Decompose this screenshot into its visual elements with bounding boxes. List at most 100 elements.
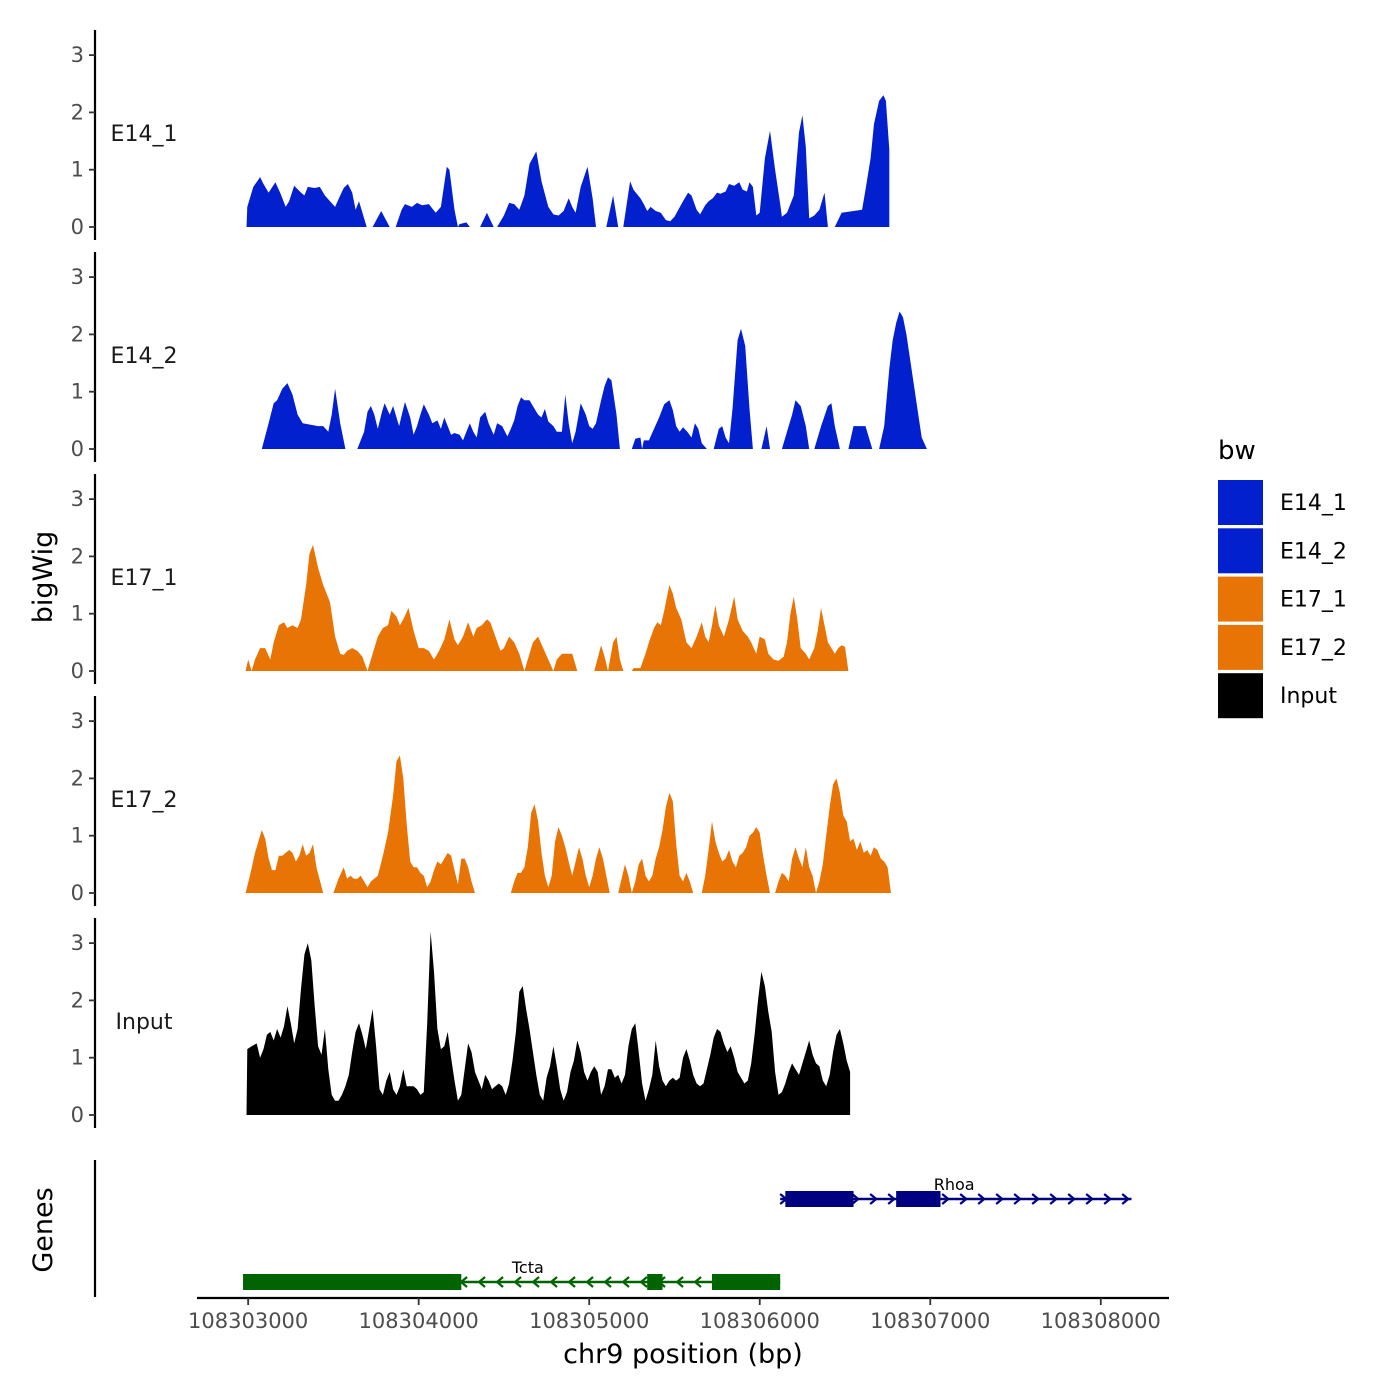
y-tick-label: 1: [71, 380, 84, 404]
signal-area: [357, 377, 620, 449]
y-tick-label: 2: [71, 322, 84, 346]
signal-area: [618, 792, 694, 893]
legend-label: Input: [1280, 684, 1337, 709]
gene-Tcta: Tcta: [243, 1258, 781, 1290]
strand-arrow: [1067, 1193, 1076, 1205]
y-tick-label: 3: [71, 43, 84, 67]
legend-title: bw: [1218, 436, 1256, 466]
track-label: E17_2: [111, 788, 178, 813]
legend-label: E14_2: [1280, 539, 1347, 564]
signal-area: [246, 177, 367, 227]
legend: bw E14_1 E14_2 E17_1 E17_2 Input: [1218, 436, 1347, 719]
strand-arrow: [693, 1276, 702, 1288]
y-tick-label: 2: [71, 766, 84, 790]
x-tick-label: 108305000: [529, 1309, 649, 1333]
strand-arrow: [1103, 1193, 1112, 1205]
track-E17_1: 0 1 2 3 E17_1: [71, 474, 849, 684]
strand-arrow: [621, 1276, 630, 1288]
legend-item: E14_2: [1218, 528, 1347, 574]
signal-area: [497, 151, 596, 227]
gene-label: Tcta: [511, 1258, 544, 1277]
signal-area: [333, 755, 475, 893]
legend-item: E14_1: [1218, 480, 1347, 525]
legend-swatch: [1218, 576, 1263, 622]
track-label: E17_1: [111, 566, 178, 591]
legend-item: E17_1: [1218, 576, 1347, 622]
x-tick-label: 108307000: [870, 1309, 990, 1333]
gene-Rhoa: Rhoa: [779, 1175, 1132, 1207]
gene-exon: [243, 1274, 462, 1290]
legend-swatch: [1218, 480, 1263, 525]
legend-label: E14_1: [1280, 491, 1347, 516]
strand-arrow: [549, 1276, 558, 1288]
strand-arrow: [869, 1193, 878, 1205]
signal-area: [395, 166, 470, 227]
y-tick-label: 0: [71, 881, 84, 905]
signal-area: [623, 115, 828, 227]
signal-area: [245, 830, 324, 893]
strand-arrow: [977, 1193, 986, 1205]
gene-exon: [785, 1191, 854, 1207]
signal-area: [510, 804, 610, 893]
legend-item: Input: [1218, 673, 1337, 719]
track-E17_2: 0 1 2 3 E17_2: [71, 696, 891, 906]
signal-area: [631, 400, 707, 449]
x-tick-label: 108308000: [1041, 1309, 1161, 1333]
track-Input: 0 1 2 3 Input: [71, 918, 851, 1128]
strand-arrow: [531, 1276, 540, 1288]
y-tick-label: 1: [71, 158, 84, 182]
strand-arrow: [603, 1276, 612, 1288]
y-tick-label: 2: [71, 100, 84, 124]
strand-arrow: [887, 1193, 896, 1205]
track-label: E14_2: [111, 344, 178, 369]
legend-item: E17_2: [1218, 624, 1347, 670]
strand-arrow: [1085, 1193, 1094, 1205]
y-tick-label: 1: [71, 824, 84, 848]
y-tick-label: 0: [71, 1103, 84, 1127]
strand-arrow: [851, 1193, 860, 1205]
legend-swatch: [1218, 673, 1263, 719]
x-tick-label: 108304000: [359, 1309, 479, 1333]
y-tick-label: 0: [71, 659, 84, 683]
strand-arrow: [495, 1276, 504, 1288]
y-tick-label: 2: [71, 988, 84, 1012]
x-tick-label: 108303000: [188, 1309, 308, 1333]
strand-arrow: [585, 1276, 594, 1288]
strand-arrow: [1013, 1193, 1022, 1205]
signal-area: [594, 636, 624, 671]
legend-swatch: [1218, 624, 1263, 670]
strand-arrow: [567, 1276, 576, 1288]
y-tick-label: 1: [71, 1046, 84, 1070]
x-axis: 108303000 108304000 108305000 108306000 1083…: [188, 1296, 1169, 1333]
gene-track: Rhoa Tcta: [93, 1160, 1132, 1297]
y-tick-label: 2: [71, 544, 84, 568]
y-tick-label: 3: [71, 265, 84, 289]
track-E14_2: 0 1 2 3 E14_2: [71, 252, 927, 462]
legend-label: E17_1: [1280, 588, 1347, 613]
signal-area: [372, 211, 390, 227]
strand-arrow: [477, 1276, 486, 1288]
strand-arrow: [675, 1276, 684, 1288]
y-tick-label: 0: [71, 437, 84, 461]
x-tick-label: 108306000: [700, 1309, 820, 1333]
gene-label: Rhoa: [934, 1175, 975, 1194]
strand-arrow: [959, 1193, 968, 1205]
signal-tracks: 0 1 2 3 E14_1 0 1 2 3 E14_2 0 1 2 3 E17_1 0 1 2 3 E17_2 0 1 2 3…: [71, 30, 927, 1128]
signal-area: [761, 426, 770, 449]
signal-area: [834, 95, 890, 227]
y-axis-title: bigWig: [28, 531, 59, 624]
track-label: E14_1: [111, 122, 178, 147]
x-axis-title: chr9 position (bp): [563, 1339, 803, 1370]
strand-arrow: [995, 1193, 1004, 1205]
strand-arrow: [941, 1193, 950, 1205]
y-tick-label: 3: [71, 931, 84, 955]
signal-area: [713, 328, 753, 449]
gene-exon: [711, 1274, 781, 1290]
gene-exon: [896, 1191, 941, 1207]
y-tick-label: 1: [71, 602, 84, 626]
signal-area: [775, 778, 891, 893]
gene-exon: [647, 1274, 663, 1290]
y-tick-label: 3: [71, 487, 84, 511]
track-E14_1: 0 1 2 3 E14_1: [71, 30, 890, 240]
